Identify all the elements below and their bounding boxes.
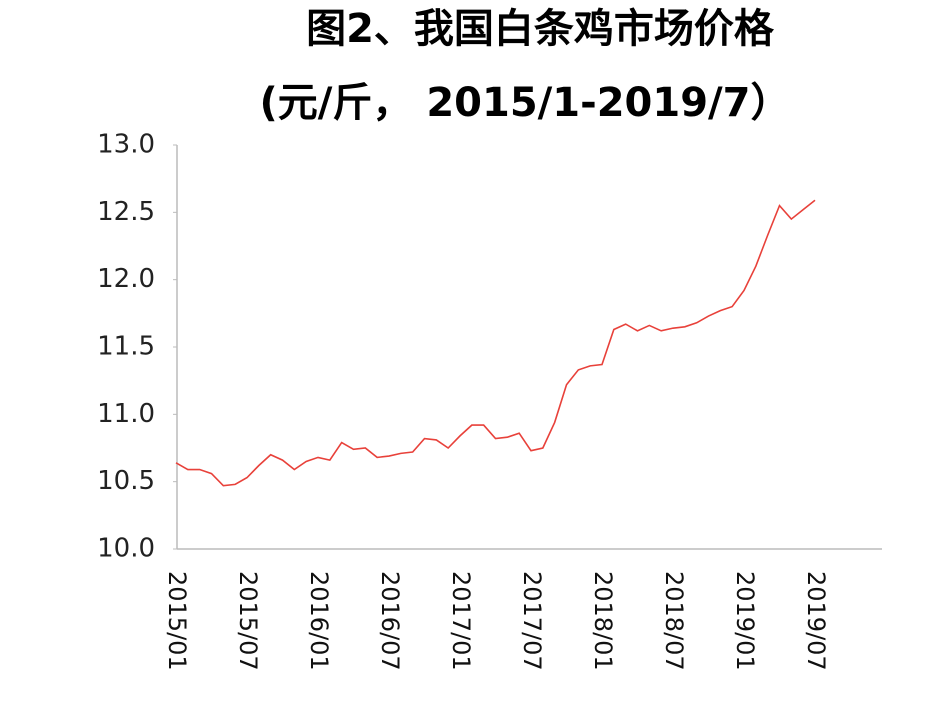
- x-tick-label: 2015/07: [234, 571, 262, 671]
- x-tick-label: 2019/07: [802, 571, 830, 671]
- x-tick-label: 2018/07: [660, 571, 688, 671]
- line-series: [175, 199, 816, 487]
- y-tick-label: 11.5: [97, 332, 155, 362]
- chart-title: 图2、我国白条鸡市场价格: [306, 6, 775, 52]
- y-tick-label: 10.0: [97, 534, 155, 564]
- y-tick-label: 13.0: [97, 130, 155, 160]
- y-tick-label: 12.5: [97, 197, 155, 227]
- x-tick-label: 2016/07: [376, 571, 404, 671]
- y-tick-label: 12.0: [97, 264, 155, 294]
- y-tick-label: 11.0: [97, 399, 155, 429]
- x-tick-label: 2017/07: [518, 571, 546, 671]
- x-tick-label: 2018/01: [589, 571, 617, 671]
- x-tick-label: 2017/01: [447, 571, 475, 671]
- x-tick-label: 2016/01: [305, 571, 333, 671]
- x-tick-label: 2015/01: [163, 571, 191, 671]
- x-tick-label: 2019/01: [731, 571, 759, 671]
- chart-subtitle: (元/斤， 2015/1-2019/7）: [260, 80, 791, 126]
- y-tick-label: 10.5: [97, 466, 155, 496]
